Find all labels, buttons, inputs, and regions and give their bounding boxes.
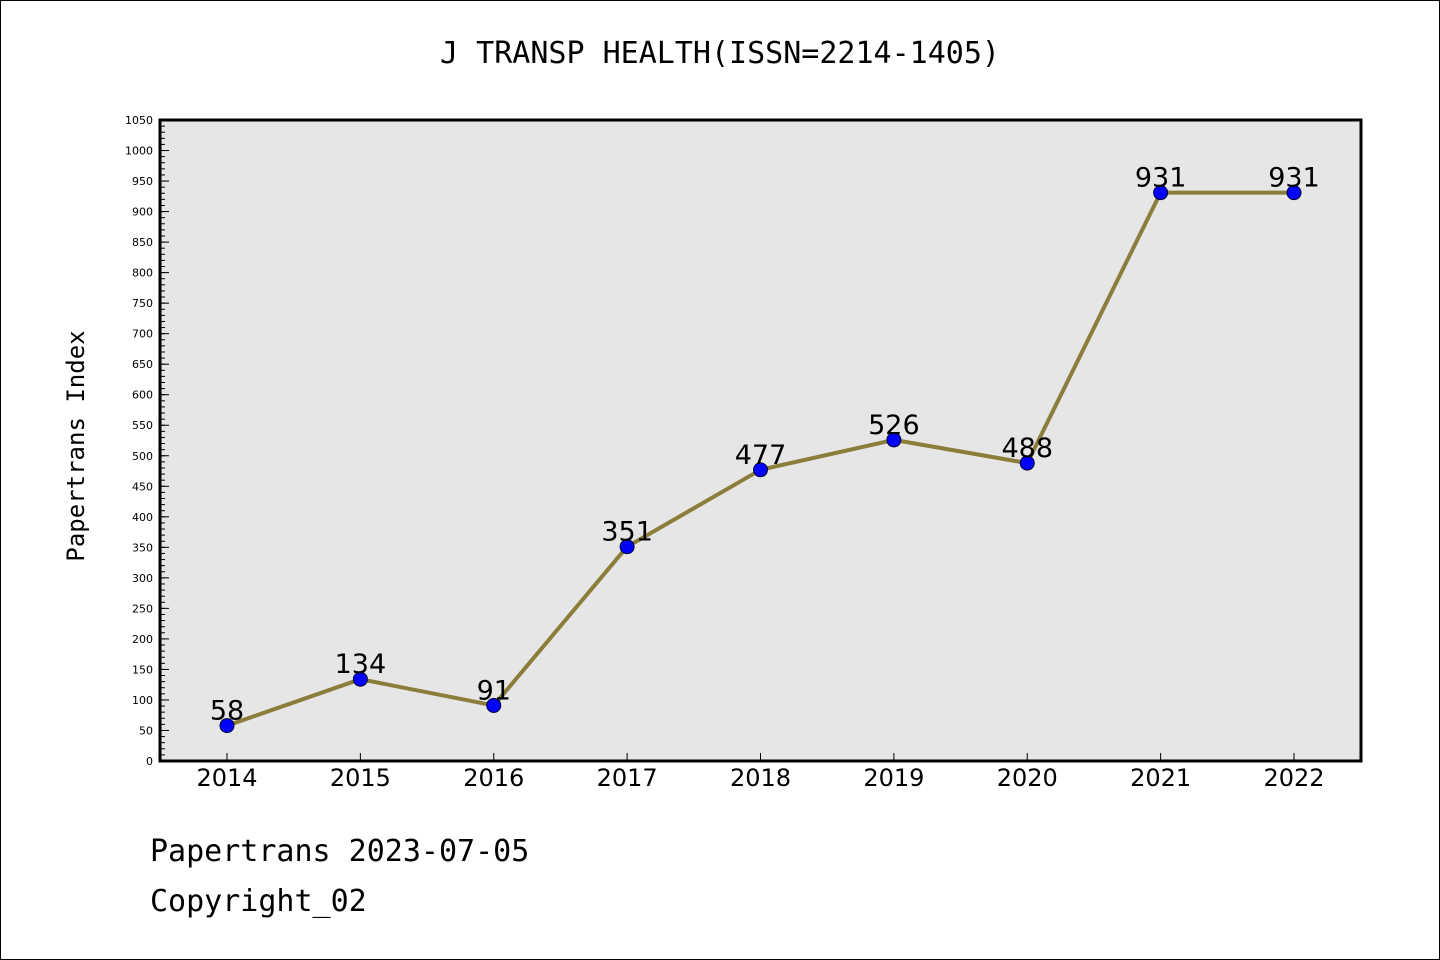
data-markers: [219, 185, 1302, 734]
y-tick-label: 450: [132, 480, 153, 493]
y-tick-label: 200: [132, 633, 153, 646]
y-tick-label: 950: [132, 175, 153, 188]
data-label: 351: [601, 517, 653, 548]
x-tick-label: 2016: [463, 764, 524, 792]
data-label: 58: [210, 696, 244, 727]
data-point-marker: [886, 432, 902, 448]
y-tick-label: 1000: [125, 145, 153, 158]
y-tick-label: 50: [139, 724, 153, 737]
y-tick-label: 150: [132, 663, 153, 676]
y-tick-label: 700: [132, 328, 153, 341]
x-tick-label: 2015: [330, 764, 391, 792]
data-labels: 58 134 91 351 477 526 488 931 931: [210, 163, 1320, 727]
plot-border: [158, 118, 1363, 763]
y-tick-label: 0: [146, 755, 153, 768]
x-tick-label: 2022: [1263, 764, 1324, 792]
y-tick-label: 350: [132, 541, 153, 554]
data-point-marker: [486, 697, 502, 713]
y-tick-label: 1050: [125, 114, 153, 127]
y-tick-label: 650: [132, 358, 153, 371]
y-tick-label: 400: [132, 511, 153, 524]
y-tick-label: 800: [132, 267, 153, 280]
x-tick-label: 2014: [196, 764, 257, 792]
data-point-marker: [1153, 185, 1169, 201]
y-axis: 0 50 100 150 200 250 300 350 400 450 500 550 600 650 7…: [125, 114, 169, 768]
y-tick-label: 550: [132, 419, 153, 432]
data-label: 91: [477, 675, 511, 706]
footer-copyright: Copyright_02: [150, 884, 367, 919]
data-point-marker: [219, 718, 235, 734]
x-tick-label: 2021: [1130, 764, 1191, 792]
y-tick-label: 250: [132, 602, 153, 615]
data-point-marker: [753, 462, 768, 478]
y-tick-label: 100: [132, 694, 153, 707]
data-label: 931: [1135, 163, 1187, 194]
data-label: 526: [868, 410, 920, 441]
y-tick-label: 500: [132, 450, 153, 463]
x-tick-label: 2017: [597, 764, 658, 792]
data-label: 488: [1001, 433, 1053, 464]
data-point-marker: [619, 539, 635, 555]
y-tick-label: 750: [132, 297, 153, 310]
y-tick-label: 900: [132, 206, 153, 219]
data-point-marker: [352, 671, 368, 687]
data-label: 931: [1268, 163, 1320, 194]
data-point-marker: [1286, 185, 1302, 201]
plot-area: [160, 120, 1361, 761]
footer-date: Papertrans 2023-07-05: [150, 834, 530, 869]
x-tick-label: 2020: [997, 764, 1058, 792]
y-tick-label: 300: [132, 572, 153, 585]
data-label: 477: [735, 440, 787, 471]
data-point-marker: [1019, 455, 1035, 471]
x-tick-label: 2019: [863, 764, 924, 792]
y-tick-label: 600: [132, 389, 153, 402]
chart-title: J TRANSP HEALTH(ISSN=2214-1405): [440, 36, 1000, 71]
y-tick-label: 850: [132, 236, 153, 249]
data-label: 134: [335, 649, 387, 680]
x-tick-label: 2018: [730, 764, 791, 792]
x-axis: 2014 2015 2016 2017 2018 2019 2020 2021 2022: [196, 753, 1325, 792]
